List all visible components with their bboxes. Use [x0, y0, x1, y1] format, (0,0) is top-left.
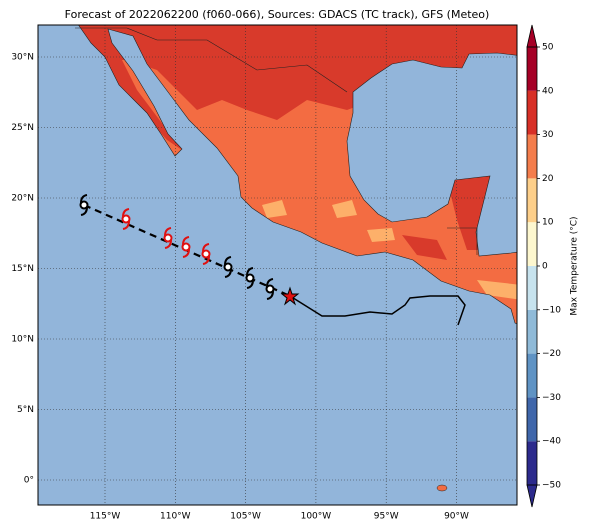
- storm-arm: [202, 243, 210, 265]
- storm-arm: [122, 208, 130, 230]
- lon-label: 110°W: [160, 512, 191, 522]
- storm-center: [245, 273, 255, 283]
- storm-arm: [266, 278, 274, 300]
- storm-center: [79, 200, 89, 210]
- map-frame: [37, 24, 518, 506]
- graticule: [38, 25, 517, 505]
- lon-labels: 115°W 110°W 105°W 100°W 95°W 90°W: [90, 512, 469, 522]
- colorbar-band: [527, 47, 537, 91]
- colorbar-band: [527, 309, 537, 354]
- lat-labels: 30°N 25°N 20°N 15°N 10°N 5°N 0°: [11, 53, 34, 486]
- colorbar-tick-label: −50: [542, 481, 561, 491]
- colorbar-band: [527, 222, 537, 266]
- storm-arm: [224, 256, 232, 278]
- colorbar-label: Max Temperature (°C): [570, 216, 580, 315]
- lon-label: 100°W: [301, 512, 332, 522]
- colorbar-band: [527, 397, 537, 442]
- storm-arm: [80, 194, 88, 216]
- colorbar-tick-label: 40: [542, 86, 554, 96]
- lat-label: 10°N: [11, 335, 34, 345]
- lat-label: 0°: [24, 476, 34, 486]
- colorbar-band: [527, 90, 537, 135]
- colorbar: −50 −40 −30 −20 −10 0 10 20 30 40 50: [526, 24, 561, 508]
- colorbar-tick-label: 0: [542, 262, 548, 272]
- storm-center: [181, 242, 191, 252]
- lon-label: 95°W: [374, 512, 399, 522]
- title: Forecast of 2022062200 (f060-066), Sourc…: [65, 8, 490, 21]
- storm-center: [121, 214, 131, 224]
- storm-arm: [164, 227, 172, 249]
- lat-label: 15°N: [11, 264, 34, 274]
- colorbar-tick-label: −20: [542, 349, 561, 359]
- lat-label: 20°N: [11, 194, 34, 204]
- storm-track: [79, 194, 466, 326]
- colorbar-band: [527, 353, 537, 398]
- colorbar-extend-top: [526, 24, 538, 48]
- colorbar-band: [527, 134, 537, 179]
- map: [38, 25, 517, 505]
- colorbar-tick-label: 50: [542, 43, 554, 53]
- lon-label: 115°W: [90, 512, 121, 522]
- colorbar-tick-label: −10: [542, 305, 561, 315]
- lat-label: 5°N: [17, 405, 34, 415]
- storm-center: [223, 262, 233, 272]
- storm-center: [163, 233, 173, 243]
- storm-center: [265, 284, 275, 294]
- colorbar-tick-label: 10: [542, 218, 554, 228]
- lat-label: 25°N: [11, 123, 34, 133]
- colorbar-extend-bottom: [526, 484, 538, 508]
- storm-arm: [246, 267, 254, 289]
- storm-center: [201, 249, 211, 259]
- colorbar-tick-label: 30: [542, 130, 554, 140]
- lat-label: 30°N: [11, 53, 34, 63]
- lon-label: 105°W: [230, 512, 261, 522]
- colorbar-tick-label: −30: [542, 393, 561, 403]
- colorbar-band: [527, 178, 537, 223]
- colorbar-tick-label: 20: [542, 174, 554, 184]
- colorbar-tick-label: −40: [542, 437, 561, 447]
- storm-arm: [182, 236, 190, 258]
- lon-label: 90°W: [444, 512, 469, 522]
- colorbar-band: [527, 441, 537, 485]
- colorbar-band: [527, 266, 537, 310]
